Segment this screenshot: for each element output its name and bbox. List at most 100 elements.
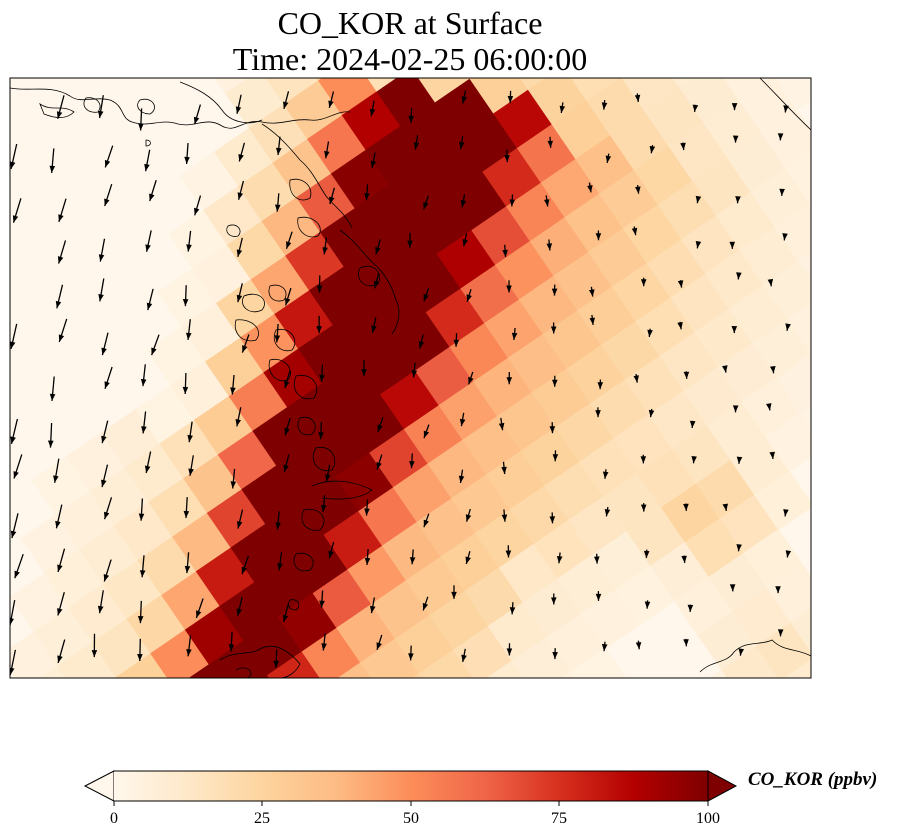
wind-arrow-head — [364, 557, 371, 565]
wind-arrow-head — [418, 341, 425, 349]
wind-arrow-head — [506, 377, 513, 385]
wind-arrow-head — [376, 462, 382, 470]
wind-arrow-head — [57, 608, 63, 616]
wind-arrow-head — [101, 435, 107, 444]
wind-arrow-head — [146, 302, 153, 311]
wind-arrow-head — [729, 584, 736, 592]
wind-arrow-head — [57, 564, 63, 572]
wind-arrow-head — [53, 475, 59, 483]
wind-arrow-head — [687, 604, 694, 612]
wind-arrow-head — [695, 195, 702, 204]
wind-arrow-head — [274, 335, 281, 343]
wind-arrow-head — [13, 471, 19, 479]
wind-arrow-head — [101, 347, 107, 356]
wind-arrow-head — [409, 557, 416, 565]
wind-arrow-head — [640, 279, 647, 287]
colorbar-tick-label: 0 — [110, 810, 118, 827]
wind-arrow-head — [141, 426, 147, 434]
wind-arrow-head — [236, 608, 242, 616]
wind-arrow-head — [377, 424, 383, 432]
wind-arrow-head — [468, 376, 474, 385]
wind-arrow-head — [145, 244, 151, 252]
wind-arrow-head — [230, 481, 237, 489]
wind-arrow-head — [736, 544, 742, 552]
wind-arrow-head — [511, 332, 518, 340]
wind-arrow-head — [101, 479, 107, 488]
wind-arrow-head — [369, 108, 376, 117]
colorbar-tick-label: 75 — [551, 810, 567, 827]
wind-arrow-head — [785, 323, 791, 331]
wind-arrow-head — [273, 660, 279, 668]
wind-arrow-head — [361, 369, 367, 377]
wind-arrow-head — [423, 293, 429, 302]
wind-arrow-head — [328, 100, 334, 108]
wind-arrow-head — [738, 648, 744, 656]
wind-arrow-head — [775, 586, 781, 594]
wind-arrow-head — [550, 326, 557, 334]
wind-arrow-head — [286, 241, 292, 249]
wind-arrow-head — [683, 371, 690, 379]
wind-arrow-head — [12, 215, 19, 223]
wind-arrow-head — [643, 550, 650, 558]
wind-arrow-head — [640, 504, 647, 512]
coastlines — [10, 78, 811, 678]
wind-arrow-head — [364, 193, 370, 201]
wind-arrow-head — [236, 294, 243, 303]
wind-arrow-head — [732, 405, 739, 413]
grid-cell — [774, 202, 811, 263]
wind-arrow-head — [551, 597, 557, 605]
wind-arrow-head — [182, 386, 189, 394]
wind-arrow-head — [277, 563, 283, 571]
wind-arrow-head — [320, 505, 327, 513]
wind-arrow-head — [57, 655, 63, 663]
wind-arrow-head — [138, 123, 144, 131]
wind-arrow-head — [235, 419, 241, 427]
colorbar-min-extend — [83, 770, 115, 802]
wind-arrow-head — [547, 140, 553, 148]
wind-arrow-head — [459, 418, 466, 427]
wind-arrow-head — [595, 593, 602, 601]
wind-arrow-head — [552, 379, 558, 387]
wind-arrow-head — [605, 155, 612, 163]
wind-arrow-head — [466, 294, 472, 302]
wind-arrow-head — [423, 519, 429, 528]
wind-arrow-head — [735, 196, 741, 204]
wind-arrow-head — [104, 198, 110, 207]
wind-arrow-head — [228, 644, 235, 652]
wind-arrow-head — [57, 256, 64, 264]
grid-cell — [754, 470, 811, 531]
wind-arrow-head — [731, 326, 738, 334]
wind-arrow-head — [10, 341, 16, 349]
wind-arrow-head — [407, 240, 413, 248]
wind-arrow-head — [104, 159, 111, 168]
colorbar-tick-label: 50 — [403, 810, 419, 827]
wind-arrow-head — [683, 503, 689, 511]
wind-arrow-head — [104, 381, 110, 389]
wind-arrow-head — [149, 193, 155, 201]
wind-arrow-head — [601, 102, 608, 110]
wind-arrow-head — [137, 654, 143, 661]
wind-arrow-head — [546, 243, 553, 251]
wind-arrow-head — [587, 185, 593, 193]
wind-arrow-head — [595, 410, 601, 418]
wind-arrow-head — [736, 272, 742, 280]
wind-arrow-head — [10, 436, 16, 444]
wind-arrow-head — [316, 285, 323, 293]
wind-arrow-head — [640, 456, 647, 464]
map-frame — [9, 77, 812, 679]
wind-arrow-head — [549, 516, 556, 524]
wind-arrow-head — [462, 239, 468, 247]
wind-arrow-head — [55, 520, 61, 529]
wind-arrow-head — [552, 454, 559, 462]
wind-arrow-head — [196, 610, 202, 618]
wind-arrow-head — [186, 332, 192, 340]
wind-arrow-head — [767, 278, 774, 287]
wind-arrow-head — [544, 199, 550, 207]
wind-arrow-head — [556, 556, 563, 564]
wind-arrow-head — [188, 468, 194, 476]
wind-arrow-head — [594, 556, 600, 564]
wind-arrow-head — [465, 514, 472, 522]
concentration-field — [10, 78, 811, 678]
wind-arrow-head — [422, 602, 429, 611]
wind-arrow-head — [459, 141, 465, 150]
